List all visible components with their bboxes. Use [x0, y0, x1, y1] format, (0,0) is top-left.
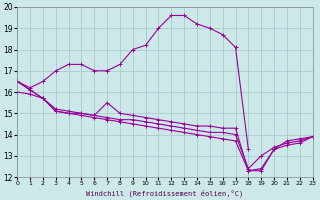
X-axis label: Windchill (Refroidissement éolien,°C): Windchill (Refroidissement éolien,°C)	[86, 189, 244, 197]
